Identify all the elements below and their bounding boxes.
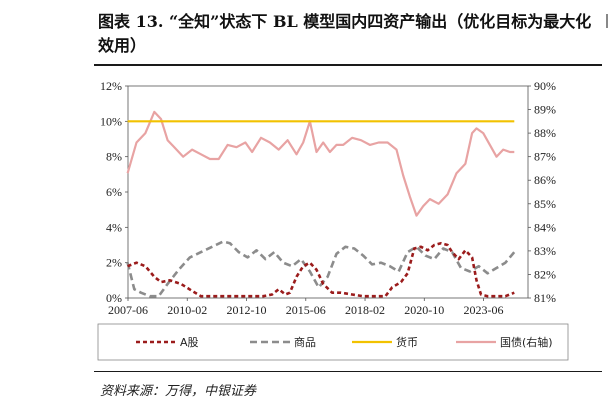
right-tick-label: 89% <box>534 103 556 117</box>
series-line-1 <box>126 240 516 298</box>
right-tick-label: 82% <box>534 267 556 281</box>
x-tick-label: 2012-10 <box>227 303 267 317</box>
x-tick-label: 2007-06 <box>108 303 148 317</box>
left-tick-label: 10% <box>100 114 122 128</box>
right-tick-label: 85% <box>534 197 556 211</box>
right-tick-label: 84% <box>534 220 556 234</box>
series-line-3 <box>126 110 515 217</box>
left-tick-label: 6% <box>106 185 122 199</box>
left-tick-label: 8% <box>106 150 122 164</box>
left-tick-label: 0% <box>106 291 122 305</box>
x-tick-label: 2010-02 <box>167 303 207 317</box>
right-axis: 81% 82% 83% 84% 85% 86% 87% 88% 89% 90% <box>528 79 556 305</box>
title-divider <box>94 64 602 66</box>
right-tick-label: 86% <box>534 173 556 187</box>
x-tick-label: 2018-02 <box>345 303 385 317</box>
right-tick-label: 90% <box>534 79 556 93</box>
series-line-0 <box>127 241 515 298</box>
chart-title: 图表 13. “全知”状态下 BL 模型国内四资产输出（优化目标为最大化效用） <box>98 12 592 55</box>
legend-label: 国债(右轴) <box>500 335 553 349</box>
right-tick-label: 81% <box>534 291 556 305</box>
x-tick-label: 2023-06 <box>464 303 504 317</box>
x-tick-label: 2015-06 <box>286 303 326 317</box>
right-tick-label: 87% <box>534 150 556 164</box>
source-note: 资料来源：万得，中银证券 <box>100 384 257 399</box>
right-tick-label: 83% <box>534 244 556 258</box>
right-tick-label: 88% <box>534 126 556 140</box>
legend-label: A股 <box>180 336 199 349</box>
series-layer <box>126 110 516 298</box>
legend-box <box>97 323 569 361</box>
plot-frame <box>127 85 529 299</box>
x-axis: 2007-06 2010-02 2012-10 2015-06 2018-02 2020-… <box>108 298 504 317</box>
left-tick-label: 2% <box>106 256 122 270</box>
legend: A股 商品 货币 国债(右轴) <box>136 335 553 349</box>
legend-label: 货币 <box>396 335 418 349</box>
x-tick-label: 2020-10 <box>404 303 444 317</box>
source-divider <box>94 371 602 372</box>
left-axis: 0% 2% 4% 6% 8% 10% 12% <box>100 79 128 305</box>
left-tick-label: 12% <box>100 79 122 93</box>
page-edge-mark <box>606 14 614 28</box>
left-tick-label: 4% <box>106 220 122 234</box>
legend-label: 商品 <box>294 335 316 349</box>
